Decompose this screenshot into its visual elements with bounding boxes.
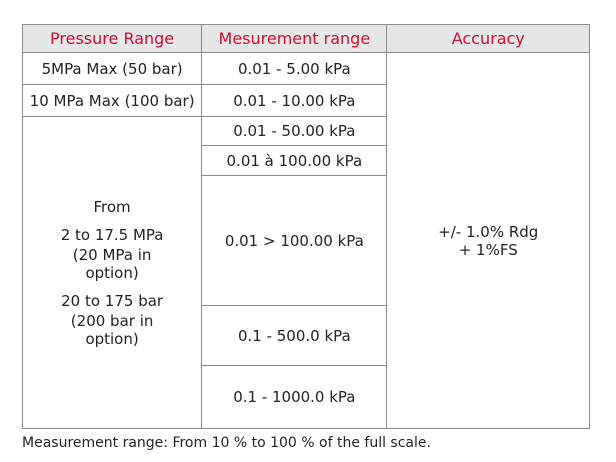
cell-text: +/- 1.0% Rdg: [438, 222, 539, 241]
cell: 0.01 - 10.00 kPa: [201, 84, 388, 117]
cell: 0.1 - 1000.0 kPa: [201, 365, 388, 429]
cell-text: From: [93, 197, 131, 216]
cell-text: (20 MPa in option): [72, 245, 152, 282]
header-cell: Mesurement range: [201, 24, 388, 53]
cell-text: 2 to 17.5 MPa: [60, 225, 164, 244]
footnote: Measurement range: From 10 % to 100 % of…: [22, 435, 431, 451]
cell-text: + 1%FS: [458, 240, 518, 259]
spec-table: Pressure Range Mesurement range Accuracy…: [21, 24, 590, 429]
cell: 0.1 - 500.0 kPa: [201, 305, 388, 366]
cell: 0.01 - 50.00 kPa: [201, 116, 388, 146]
accuracy-cell: +/- 1.0% Rdg + 1%FS: [386, 52, 590, 429]
cell-text: (200 bar in option): [70, 311, 154, 348]
cell: 10 MPa Max (100 bar): [21, 84, 203, 117]
cell: 0.01 - 5.00 kPa: [201, 52, 388, 85]
cell: 5MPa Max (50 bar): [21, 52, 203, 85]
header-cell: Accuracy: [386, 24, 590, 53]
cell: 0.01 > 100.00 kPa: [201, 175, 388, 306]
header-cell: Pressure Range: [21, 24, 203, 53]
pressure-group-cell: From 2 to 17.5 MPa (20 MPa in option) 20…: [21, 116, 203, 429]
cell: 0.01 à 100.00 kPa: [201, 145, 388, 176]
cell-text: 20 to 175 bar: [61, 291, 164, 310]
